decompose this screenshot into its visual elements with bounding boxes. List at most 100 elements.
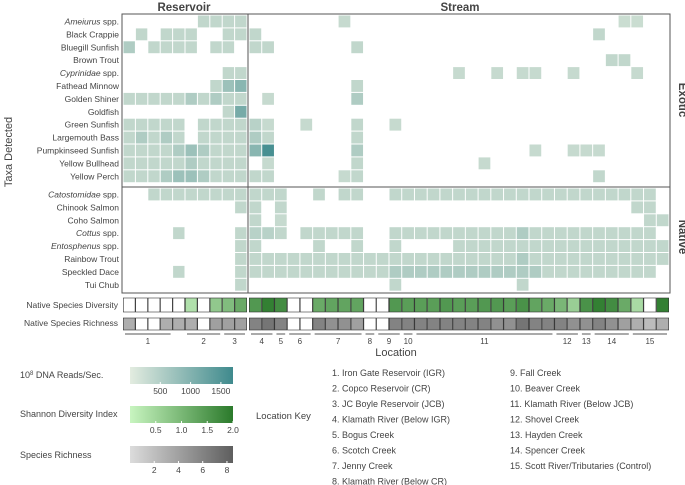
richness-cell <box>363 317 377 331</box>
legend-tick-label: 0.5 <box>150 425 162 435</box>
heatmap-cell <box>351 227 364 240</box>
heatmap-cell <box>210 170 222 183</box>
heatmap-cell <box>222 41 235 54</box>
heatmap-cell <box>580 253 593 265</box>
heatmap-cell <box>618 240 631 252</box>
richness-cell <box>299 317 313 331</box>
heatmap-cell <box>593 28 605 41</box>
heatmap-cell <box>210 157 222 170</box>
richness-cell <box>160 317 173 331</box>
heatmap-cell <box>249 188 262 201</box>
heatmap-cell <box>235 265 247 278</box>
y-axis-title: Taxa Detected <box>3 117 15 187</box>
heatmap-cell <box>338 188 351 201</box>
heatmap-cell <box>262 188 274 201</box>
heatmap-cell <box>618 265 631 278</box>
heatmap-cell <box>235 240 247 252</box>
heatmap-cell <box>313 188 325 201</box>
heatmap-cell <box>222 92 235 105</box>
heatmap-cell <box>160 157 173 170</box>
heatmap-cell <box>262 157 274 170</box>
exotic-taxon-label: Green Sunfish <box>65 120 120 130</box>
richness-cell <box>465 317 479 331</box>
diversity-cell <box>338 297 351 313</box>
heatmap-cell <box>160 170 173 183</box>
legend-tick-label: 1000 <box>181 386 200 396</box>
heatmap-cell <box>554 188 567 201</box>
diversity-cell <box>554 297 568 313</box>
exotic-taxon-label: Brown Trout <box>73 55 119 65</box>
native-taxon-label: Chinook Salmon <box>57 202 120 212</box>
heatmap-cell <box>338 15 351 28</box>
heatmap-cell <box>351 80 364 92</box>
heatmap-cell <box>249 144 262 157</box>
heatmap-cell <box>453 253 465 265</box>
heatmap-cell <box>185 144 197 157</box>
location-key-item: 9. Fall Creek <box>510 368 562 378</box>
heatmap-cell <box>148 170 160 183</box>
heatmap-cell <box>516 67 529 79</box>
heatmap-cell <box>644 188 656 201</box>
diversity-cell <box>401 297 415 313</box>
legend-reads-colorbar <box>130 367 233 384</box>
heatmap-cell <box>618 227 631 240</box>
heatmap-cell <box>262 92 274 105</box>
location-key-item: 7. Jenny Creek <box>332 461 393 471</box>
heatmap-cell <box>313 240 325 252</box>
heatmap-cell <box>465 188 478 201</box>
heatmap-cell <box>376 265 389 278</box>
diversity-cell <box>579 297 593 313</box>
location-bracket-label: 5 <box>279 337 284 346</box>
diversity-cell <box>414 297 428 313</box>
location-brackets: 1 2 3 4 5 6 7 8 9 10 11 12 13 14 15 <box>125 333 667 346</box>
panel-title-reservoir: Reservoir <box>157 2 211 14</box>
diversity-cell <box>452 297 466 313</box>
heatmap-cell <box>465 253 478 265</box>
richness-cell <box>222 317 235 331</box>
diversity-cell <box>656 297 670 313</box>
heatmap-cell <box>427 265 440 278</box>
heatmap-cell <box>274 265 287 278</box>
heatmap-cell <box>210 41 222 54</box>
richness-cell <box>618 317 631 331</box>
heatmap-cell <box>631 227 644 240</box>
heatmap-cell <box>580 240 593 252</box>
heatmap-cell <box>235 28 247 41</box>
heatmap-cell <box>148 118 160 131</box>
heatmap-cell <box>478 188 491 201</box>
location-key-item: 1. Iron Gate Reservoir (IGR) <box>332 368 445 378</box>
heatmap-cell <box>389 188 402 201</box>
heatmap-cell <box>287 265 300 278</box>
heatmap-cell <box>351 144 364 157</box>
diversity-cell <box>516 297 530 313</box>
heatmap-cell <box>453 227 465 240</box>
heatmap-cell <box>465 227 478 240</box>
legend-tick-label: 500 <box>153 386 167 396</box>
heatmap-cell <box>287 253 300 265</box>
heatmap-cell <box>300 227 313 240</box>
heatmap-cell <box>580 265 593 278</box>
heatmap-cell <box>351 157 364 170</box>
location-bracket-label: 4 <box>260 337 265 346</box>
heatmap-cell <box>504 253 516 265</box>
heatmap-cell <box>160 144 173 157</box>
heatmap-cell <box>440 253 453 265</box>
heatmap-cell <box>262 227 274 240</box>
diversity-cell <box>376 297 389 313</box>
location-key-item: 8. Klamath River (Below CR) <box>332 477 447 485</box>
heatmap-cell <box>402 253 414 265</box>
heatmap-cell <box>173 227 185 240</box>
heatmap-cell <box>135 170 148 183</box>
heatmap-cell <box>491 67 504 79</box>
heatmap-cell <box>222 28 235 41</box>
heatmap-cell <box>644 227 656 240</box>
panel-frame <box>121 13 671 294</box>
heatmap-cell <box>389 118 402 131</box>
heatmap-cell <box>402 227 414 240</box>
heatmap-cell <box>235 67 247 79</box>
heatmap-cell <box>197 131 210 144</box>
location-key-item: 10. Beaver Creek <box>510 384 581 394</box>
heatmap-cell <box>249 227 262 240</box>
heatmap-cell <box>249 170 262 183</box>
heatmap-cell <box>210 188 222 201</box>
